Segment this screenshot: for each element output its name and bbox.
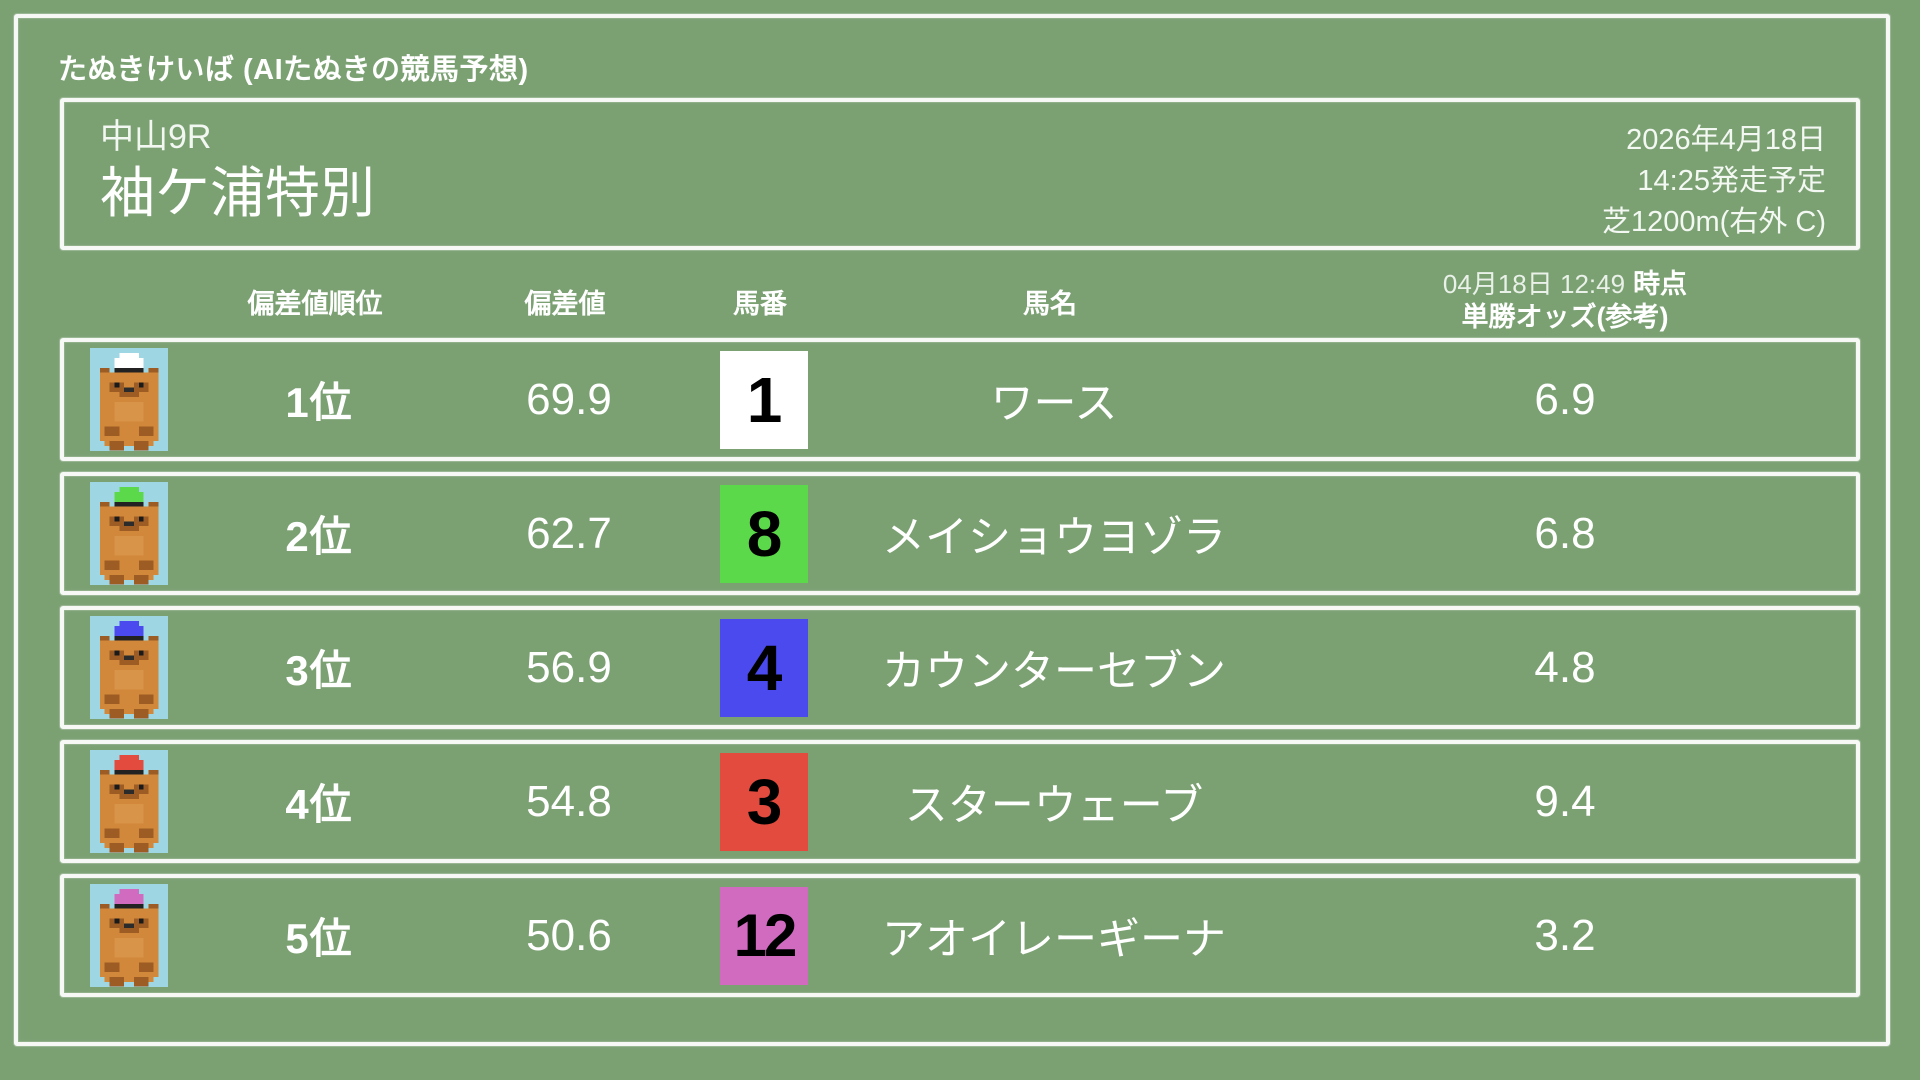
gate-number-cell: 4: [694, 618, 834, 717]
tanuki-avatar: [90, 482, 168, 585]
deviation-value: 54.8: [526, 776, 612, 826]
odds-value: 3.2: [1534, 910, 1596, 960]
header-horse-name: 馬名: [1023, 288, 1077, 319]
prediction-table: 偏差値順位 偏差値 馬番 馬名 04月18日 12:49 時点 単勝オッズ(参考): [60, 264, 1860, 1020]
gate-number-badge: 1: [720, 350, 808, 449]
table-row[interactable]: 3位 56.9 4 カウンターセブン 4.8: [60, 606, 1860, 729]
site-title: たぬきけいば (AIたぬきの競馬予想): [58, 54, 529, 86]
gate-number-value: 12: [733, 901, 798, 969]
gate-number-value: 4: [746, 631, 783, 704]
rank-cell: 3位: [194, 637, 444, 698]
odds-value: 4.8: [1534, 642, 1596, 692]
odds-cell: 6.8: [1274, 509, 1856, 559]
gate-number-badge: 8: [720, 484, 808, 583]
horse-avatar-cell: [64, 616, 194, 719]
table-header-row: 偏差値順位 偏差値 馬番 馬名 04月18日 12:49 時点 単勝オッズ(参考): [60, 264, 1860, 338]
race-date: 2026年4月18日: [1626, 124, 1826, 156]
gate-number-cell: 8: [694, 484, 834, 583]
deviation-value: 56.9: [526, 642, 612, 692]
table-body: 1位 69.9 1 ワース 6.9: [60, 338, 1860, 997]
horse-name-value: アオイレーギーナ: [882, 915, 1226, 964]
rank-value: 3位: [285, 647, 353, 694]
outer-frame: たぬきけいば (AIたぬきの競馬予想) 中山9R 袖ケ浦特別 2026年4月18…: [14, 14, 1890, 1046]
gate-number-badge: 12: [720, 886, 808, 985]
header-gate: 馬番: [733, 288, 787, 319]
tanuki-avatar-icon: [90, 348, 168, 451]
gate-number-cell: 3: [694, 752, 834, 851]
gate-number-cell: 1: [694, 350, 834, 449]
chalkboard-page: たぬきけいば (AIたぬきの競馬予想) 中山9R 袖ケ浦特別 2026年4月18…: [14, 14, 1890, 1046]
header-odds-timestamp: 04月18日 12:49 時点: [1270, 268, 1860, 301]
gate-number-value: 8: [746, 497, 783, 570]
horse-name-cell[interactable]: メイショウヨゾラ: [834, 503, 1274, 565]
tanuki-avatar: [90, 348, 168, 451]
table-row[interactable]: 2位 62.7 8 メイショウヨゾラ 6.8: [60, 472, 1860, 595]
horse-name-cell[interactable]: カウンターセブン: [834, 637, 1274, 699]
horse-name-cell[interactable]: アオイレーギーナ: [834, 905, 1274, 967]
race-name: 袖ケ浦特別: [100, 161, 376, 224]
rank-value: 2位: [285, 513, 353, 560]
tanuki-avatar-icon: [90, 616, 168, 719]
deviation-cell: 54.8: [444, 777, 694, 827]
gate-number-value: 3: [746, 765, 783, 838]
horse-avatar-cell: [64, 884, 194, 987]
odds-value: 6.8: [1534, 508, 1596, 558]
rank-cell: 4位: [194, 771, 444, 832]
odds-timestamp-suffix: 時点: [1633, 269, 1688, 300]
deviation-value: 69.9: [526, 374, 612, 424]
race-course: 芝1200m(右外 C): [1602, 206, 1826, 239]
gate-number-cell: 12: [694, 886, 834, 985]
horse-name-cell[interactable]: ワース: [834, 369, 1274, 431]
tanuki-avatar: [90, 750, 168, 853]
rank-value: 4位: [285, 781, 353, 828]
odds-cell: 9.4: [1274, 777, 1856, 827]
header-rank: 偏差値順位: [247, 288, 383, 319]
rank-value: 5位: [285, 915, 353, 962]
odds-value: 9.4: [1534, 776, 1596, 826]
horse-avatar-cell: [64, 750, 194, 853]
table-row[interactable]: 1位 69.9 1 ワース 6.9: [60, 338, 1860, 461]
tanuki-avatar-icon: [90, 884, 168, 987]
tanuki-avatar: [90, 884, 168, 987]
rank-value: 1位: [285, 379, 353, 426]
odds-cell: 4.8: [1274, 643, 1856, 693]
tanuki-avatar-icon: [90, 750, 168, 853]
gate-number-badge: 3: [720, 752, 808, 851]
odds-cell: 3.2: [1274, 911, 1856, 961]
rank-cell: 2位: [194, 503, 444, 564]
odds-value: 6.9: [1534, 374, 1596, 424]
odds-timestamp-value: 04月18日 12:49: [1442, 269, 1626, 300]
deviation-cell: 69.9: [444, 375, 694, 425]
header-deviation: 偏差値: [524, 288, 606, 319]
deviation-cell: 56.9: [444, 643, 694, 693]
content-area: たぬきけいば (AIたぬきの競馬予想) 中山9R 袖ケ浦特別 2026年4月18…: [38, 32, 1866, 1024]
tanuki-avatar: [90, 616, 168, 719]
horse-name-value: スターウェーブ: [904, 781, 1204, 830]
horse-name-cell[interactable]: スターウェーブ: [834, 771, 1274, 833]
race-header-panel: 中山9R 袖ケ浦特別 2026年4月18日 14:25発走予定 芝1200m(右…: [60, 98, 1860, 250]
gate-number-badge: 4: [720, 618, 808, 717]
rank-cell: 5位: [194, 905, 444, 966]
race-identity: 中山9R 袖ケ浦特別: [100, 116, 375, 225]
horse-name-value: ワース: [990, 379, 1118, 428]
deviation-value: 50.6: [526, 910, 612, 960]
deviation-value: 62.7: [526, 508, 612, 558]
horse-name-value: メイショウヨゾラ: [882, 513, 1226, 562]
rank-cell: 1位: [194, 369, 444, 430]
race-meta: 2026年4月18日 14:25発走予定 芝1200m(右外 C): [1602, 120, 1826, 244]
table-row[interactable]: 5位 50.6 12 アオイレーギーナ 3.2: [60, 874, 1860, 997]
table-row[interactable]: 4位 54.8 3 スターウェーブ 9.4: [60, 740, 1860, 863]
deviation-cell: 50.6: [444, 911, 694, 961]
gate-number-value: 1: [746, 363, 783, 436]
tanuki-avatar-icon: [90, 482, 168, 585]
horse-name-value: カウンターセブン: [882, 647, 1226, 696]
header-odds-label: 単勝オッズ(参考): [1461, 302, 1669, 332]
horse-avatar-cell: [64, 348, 194, 451]
header-odds: 04月18日 12:49 時点 単勝オッズ(参考): [1270, 268, 1860, 334]
race-post-time: 14:25発走予定: [1637, 165, 1826, 198]
race-venue-round: 中山9R: [100, 118, 212, 156]
odds-cell: 6.9: [1274, 375, 1856, 425]
horse-avatar-cell: [64, 482, 194, 585]
deviation-cell: 62.7: [444, 509, 694, 559]
